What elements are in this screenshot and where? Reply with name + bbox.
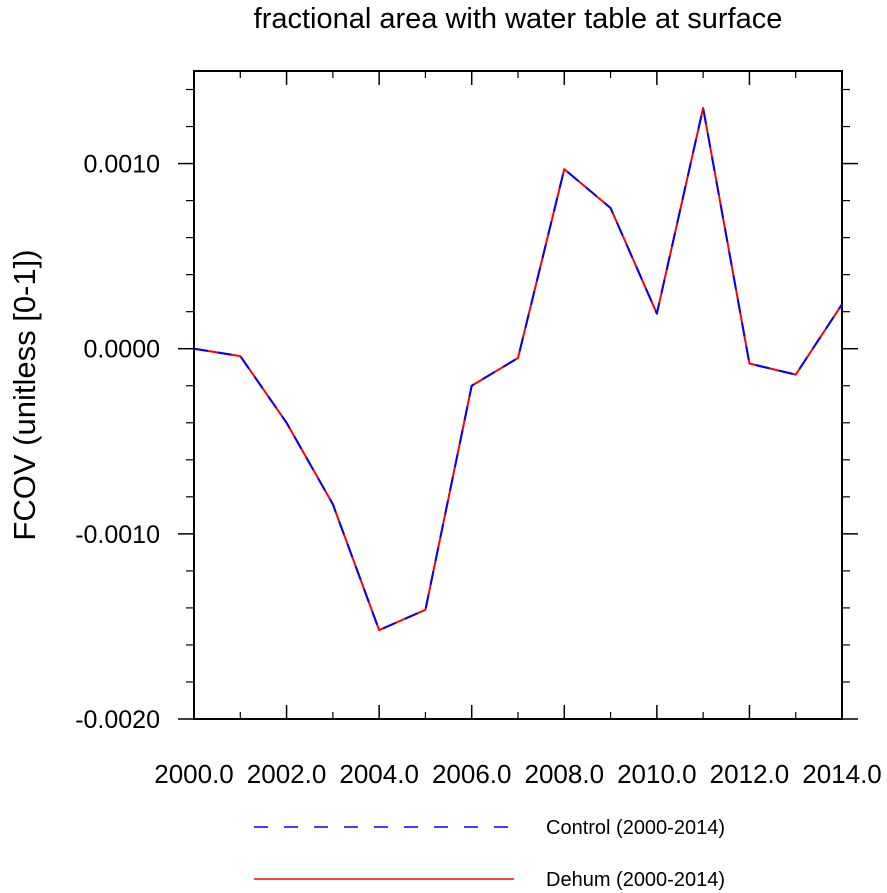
chart-title: fractional area with water table at surf… [254,3,783,35]
plot-frame [193,70,843,720]
series-line-1 [193,107,843,632]
series-lines [193,107,843,632]
x-tick-label: 2004.0 [339,759,419,789]
legend: Control (2000-2014) Dehum (2000-2014) [254,817,725,891]
x-tick-label: 2012.0 [710,759,790,789]
x-tick-label: 2010.0 [617,759,697,789]
x-tick-label: 2008.0 [525,759,605,789]
y-tick-label: 0.0010 [84,151,160,179]
axis-tick-labels: 2000.0 2002.0 2004.0 2006.0 2008.0 2010.0 2012… [75,151,882,789]
axis-ticks [178,71,858,720]
x-tick-label: 2000.0 [154,759,234,789]
x-tick-label: 2014.0 [802,759,882,789]
y-tick-label: 0.0000 [84,336,160,364]
y-tick-label: -0.0010 [75,521,160,549]
legend-label-control: Control (2000-2014) [546,817,725,839]
x-tick-label: 2006.0 [432,759,512,789]
y-axis-label: FCOV (unitless [0-1]) [7,249,42,540]
legend-label-dehum: Dehum (2000-2014) [546,869,725,891]
x-tick-label: 2002.0 [247,759,327,789]
series-line-0 [193,107,843,632]
y-tick-label: -0.0020 [75,706,160,734]
